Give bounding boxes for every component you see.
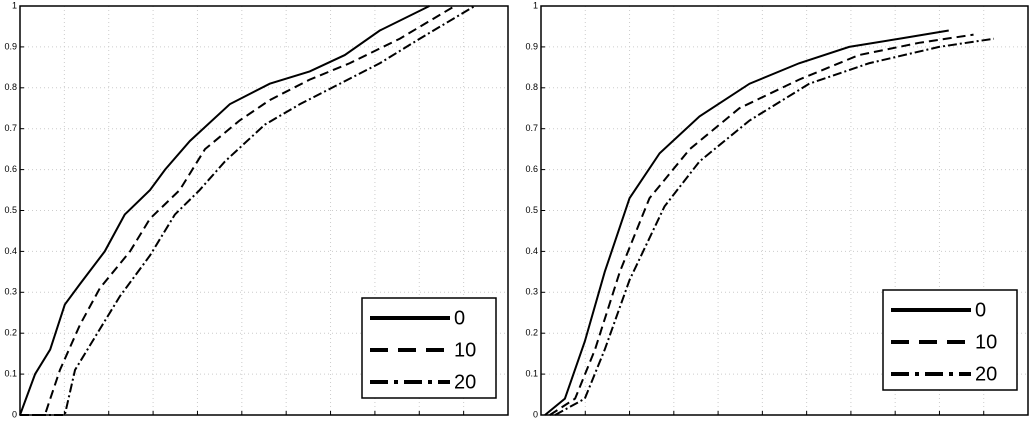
y-tick-label: 0.1: [4, 368, 17, 378]
series-line: [20, 5, 456, 416]
y-tick-label: 0.8: [4, 82, 17, 92]
legend-label: 20: [975, 363, 997, 385]
y-tick-label: 0.7: [525, 123, 538, 133]
y-tick-label: 0.6: [4, 164, 17, 174]
y-tick-label: 0.4: [4, 246, 17, 256]
y-tick-label: 1: [533, 0, 538, 10]
plot-frame: [19, 5, 509, 416]
legend-label: 10: [454, 339, 476, 361]
y-tick-label: 0.6: [525, 164, 538, 174]
y-tick-label: 0.7: [4, 123, 17, 133]
y-tick-label: 1: [12, 0, 17, 10]
legend-label: 20: [454, 371, 476, 393]
legend-label: 0: [975, 299, 986, 321]
series-line: [20, 5, 476, 416]
y-tick-label: 0.2: [4, 328, 17, 338]
legend-label: 10: [975, 331, 997, 353]
y-tick-label: 0.9: [525, 41, 538, 51]
series-line: [19, 5, 430, 416]
y-tick-label: 0.2: [525, 328, 538, 338]
y-tick-label: 0.3: [4, 287, 17, 297]
plot-frame: [540, 5, 1029, 416]
y-tick-label: 0: [12, 409, 17, 419]
y-tick-label: 0: [533, 409, 538, 419]
y-tick-label: 0.9: [4, 41, 17, 51]
y-tick-label: 0.5: [525, 205, 538, 215]
y-tick-label: 0.4: [525, 246, 538, 256]
legend-label: 0: [454, 307, 465, 329]
y-tick-label: 0.5: [4, 205, 17, 215]
series-line: [549, 33, 974, 416]
y-tick-label: 0.3: [525, 287, 538, 297]
series-line: [544, 29, 949, 416]
y-tick-label: 0.1: [525, 368, 538, 378]
y-tick-label: 0.8: [525, 82, 538, 92]
series-line: [554, 37, 995, 416]
